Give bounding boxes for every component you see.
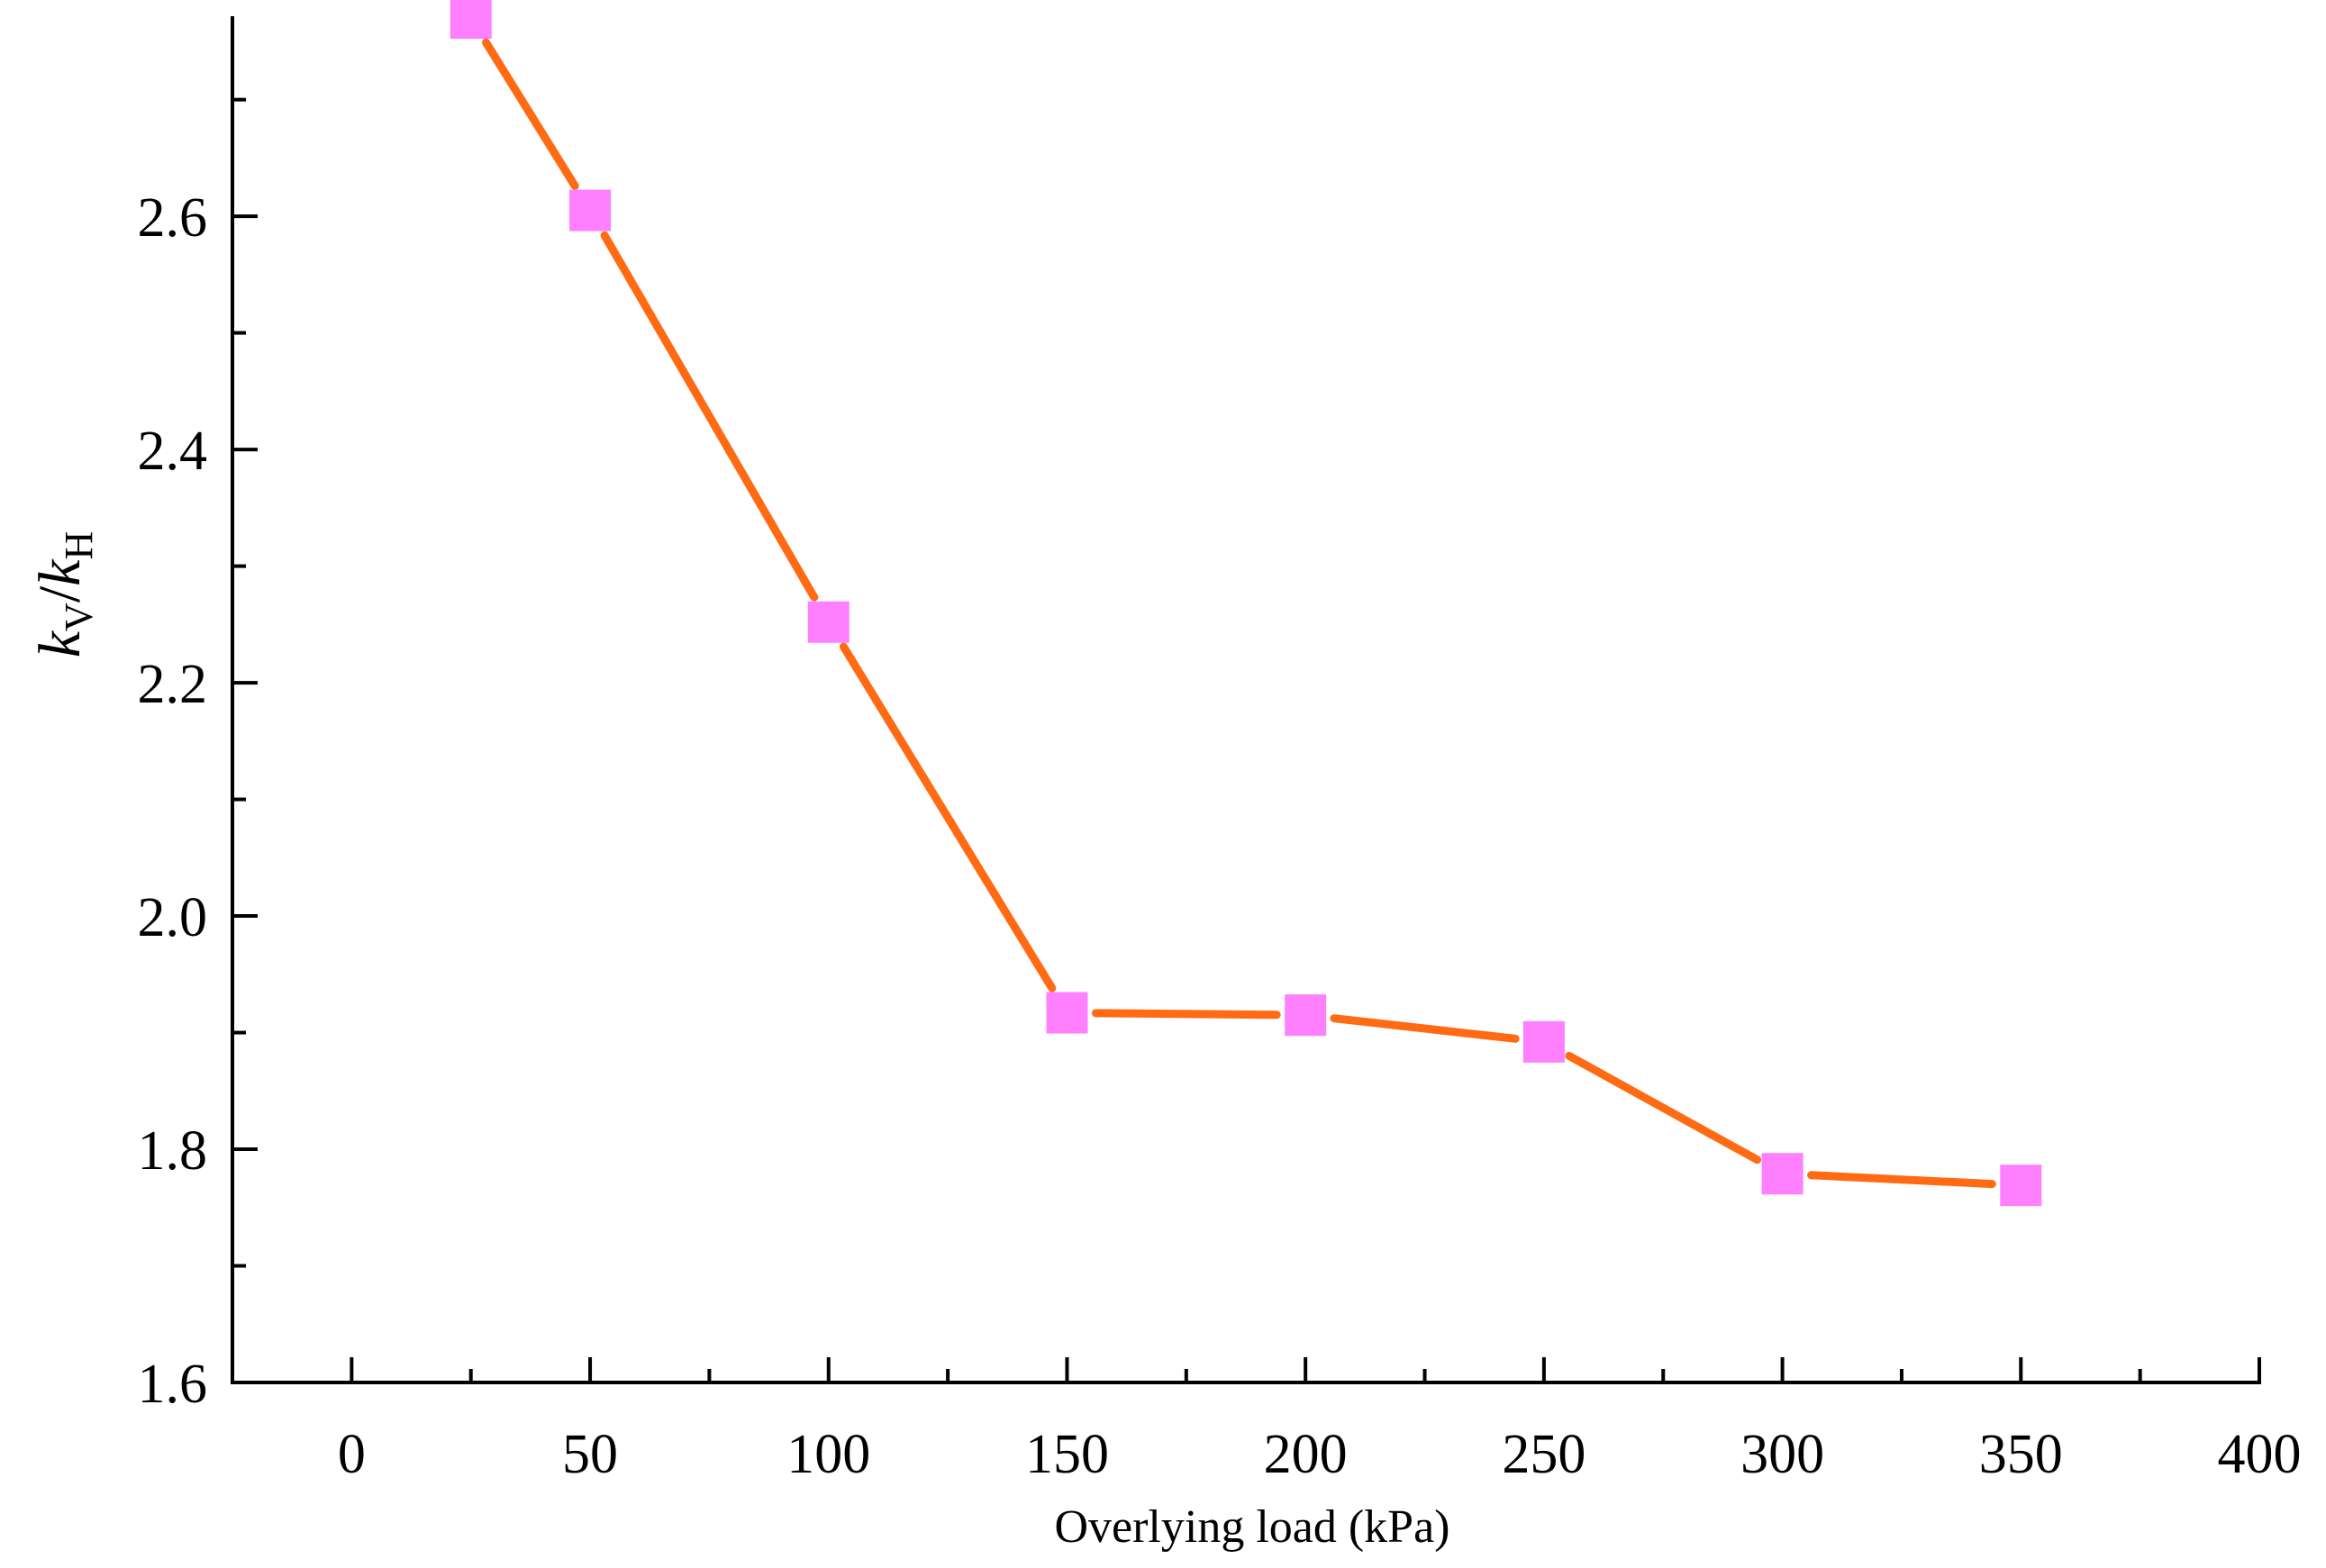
data-point-marker bbox=[2000, 1165, 2042, 1207]
x-tick-label: 50 bbox=[562, 1424, 618, 1485]
series-line-segment bbox=[1091, 1009, 1281, 1020]
y-tick-label: 1.6 bbox=[138, 1354, 208, 1415]
series-line-segment bbox=[1330, 1014, 1520, 1043]
data-point-marker bbox=[1046, 992, 1088, 1034]
x-tick-label: 350 bbox=[1979, 1424, 2063, 1485]
series-line-segment bbox=[600, 231, 819, 602]
y-tick-label: 2.4 bbox=[138, 421, 208, 482]
y-axis-title: kV/kH bbox=[27, 531, 101, 658]
data-point-marker bbox=[1522, 1020, 1565, 1063]
y-tick-label: 2.0 bbox=[138, 887, 208, 948]
x-axis-title: Overlying load (kPa) bbox=[1054, 1501, 1449, 1553]
y-tick-label: 1.8 bbox=[138, 1120, 208, 1182]
y-tick-label: 2.6 bbox=[138, 187, 208, 249]
x-tick-label: 300 bbox=[1740, 1424, 1824, 1485]
x-tick-label: 150 bbox=[1025, 1424, 1109, 1485]
axes: 0 50 100 150 200 250 300 350 400 1.6 1.8 2.0 2.2 2.4 2… bbox=[138, 16, 2302, 1485]
series-layer bbox=[450, 0, 2042, 1207]
x-tick-label: 400 bbox=[2218, 1424, 2302, 1485]
x-tick-label: 200 bbox=[1264, 1424, 1348, 1485]
series-line-segment bbox=[1565, 1051, 1762, 1165]
data-point-marker bbox=[450, 0, 492, 39]
series-line-segment bbox=[839, 642, 1057, 992]
series-line-segment bbox=[1807, 1171, 1996, 1189]
series-line-segment bbox=[482, 38, 579, 190]
x-tick-label: 100 bbox=[786, 1424, 870, 1485]
y-tick-label: 2.2 bbox=[138, 654, 208, 715]
data-point-marker bbox=[1285, 994, 1327, 1037]
x-tick-label: 0 bbox=[338, 1424, 366, 1485]
labels-layer: Overlying load (kPa) kV/kH bbox=[27, 531, 1450, 1553]
data-point-marker bbox=[569, 189, 612, 231]
data-point-marker bbox=[1761, 1153, 1804, 1195]
x-tick-label: 250 bbox=[1502, 1424, 1585, 1485]
data-point-marker bbox=[807, 601, 850, 643]
